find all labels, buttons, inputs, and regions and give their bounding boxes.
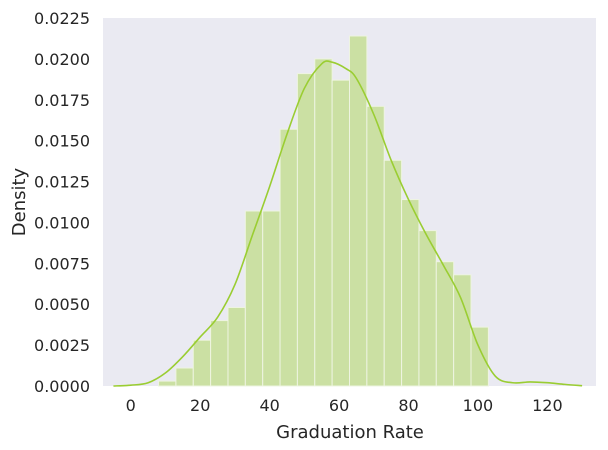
histogram-bar-13 xyxy=(383,159,403,387)
histogram-bar-12 xyxy=(366,105,385,387)
x-tick-label: 20 xyxy=(190,396,210,415)
histogram-bars xyxy=(158,35,489,387)
x-tick-labels: 0 20 40 60 80 100 120 xyxy=(126,396,563,415)
histogram-bar-3 xyxy=(210,320,229,387)
histogram-bar-7 xyxy=(279,128,298,387)
x-tick-label: 100 xyxy=(463,396,494,415)
histogram-bar-10 xyxy=(331,79,351,387)
y-tick-label: 0.0150 xyxy=(34,132,90,151)
y-axis-label: Density xyxy=(9,167,30,236)
y-tick-label: 0.0200 xyxy=(34,50,90,69)
y-tick-labels: 0.0000 0.0025 0.0050 0.0075 0.0100 0.0125 0.01… xyxy=(34,9,90,396)
x-tick-label: 60 xyxy=(329,396,349,415)
x-tick-label: 80 xyxy=(398,396,418,415)
histogram-bar-8 xyxy=(296,73,316,387)
y-tick-label: 0.0075 xyxy=(34,254,90,273)
x-tick-label: 120 xyxy=(532,396,563,415)
y-tick-label: 0.0125 xyxy=(34,173,90,192)
histogram-bar-14 xyxy=(401,199,420,387)
y-tick-label: 0.0025 xyxy=(34,336,90,355)
histogram-bar-0 xyxy=(158,380,177,387)
y-tick-label: 0.0225 xyxy=(34,9,90,28)
y-tick-label: 0.0175 xyxy=(34,91,90,110)
histogram-bar-4 xyxy=(227,306,246,387)
kde-curve xyxy=(113,60,583,387)
y-tick-label: 0.0050 xyxy=(34,295,90,314)
x-axis-label: Graduation Rate xyxy=(276,422,424,443)
histogram-bar-9 xyxy=(314,58,333,387)
histogram-bar-11 xyxy=(349,35,368,387)
histogram-bar-15 xyxy=(418,230,437,387)
x-tick-label: 40 xyxy=(259,396,279,415)
histogram-bar-17 xyxy=(453,274,472,387)
histogram-bar-6 xyxy=(262,210,281,387)
x-tick-label: 0 xyxy=(126,396,136,415)
histogram-bar-2 xyxy=(192,339,212,387)
histogram-bar-5 xyxy=(244,210,264,387)
y-tick-label: 0.0100 xyxy=(34,213,90,232)
histogram-bar-1 xyxy=(175,367,194,387)
y-tick-label: 0.0000 xyxy=(34,377,90,396)
histogram-bar-18 xyxy=(470,326,489,387)
